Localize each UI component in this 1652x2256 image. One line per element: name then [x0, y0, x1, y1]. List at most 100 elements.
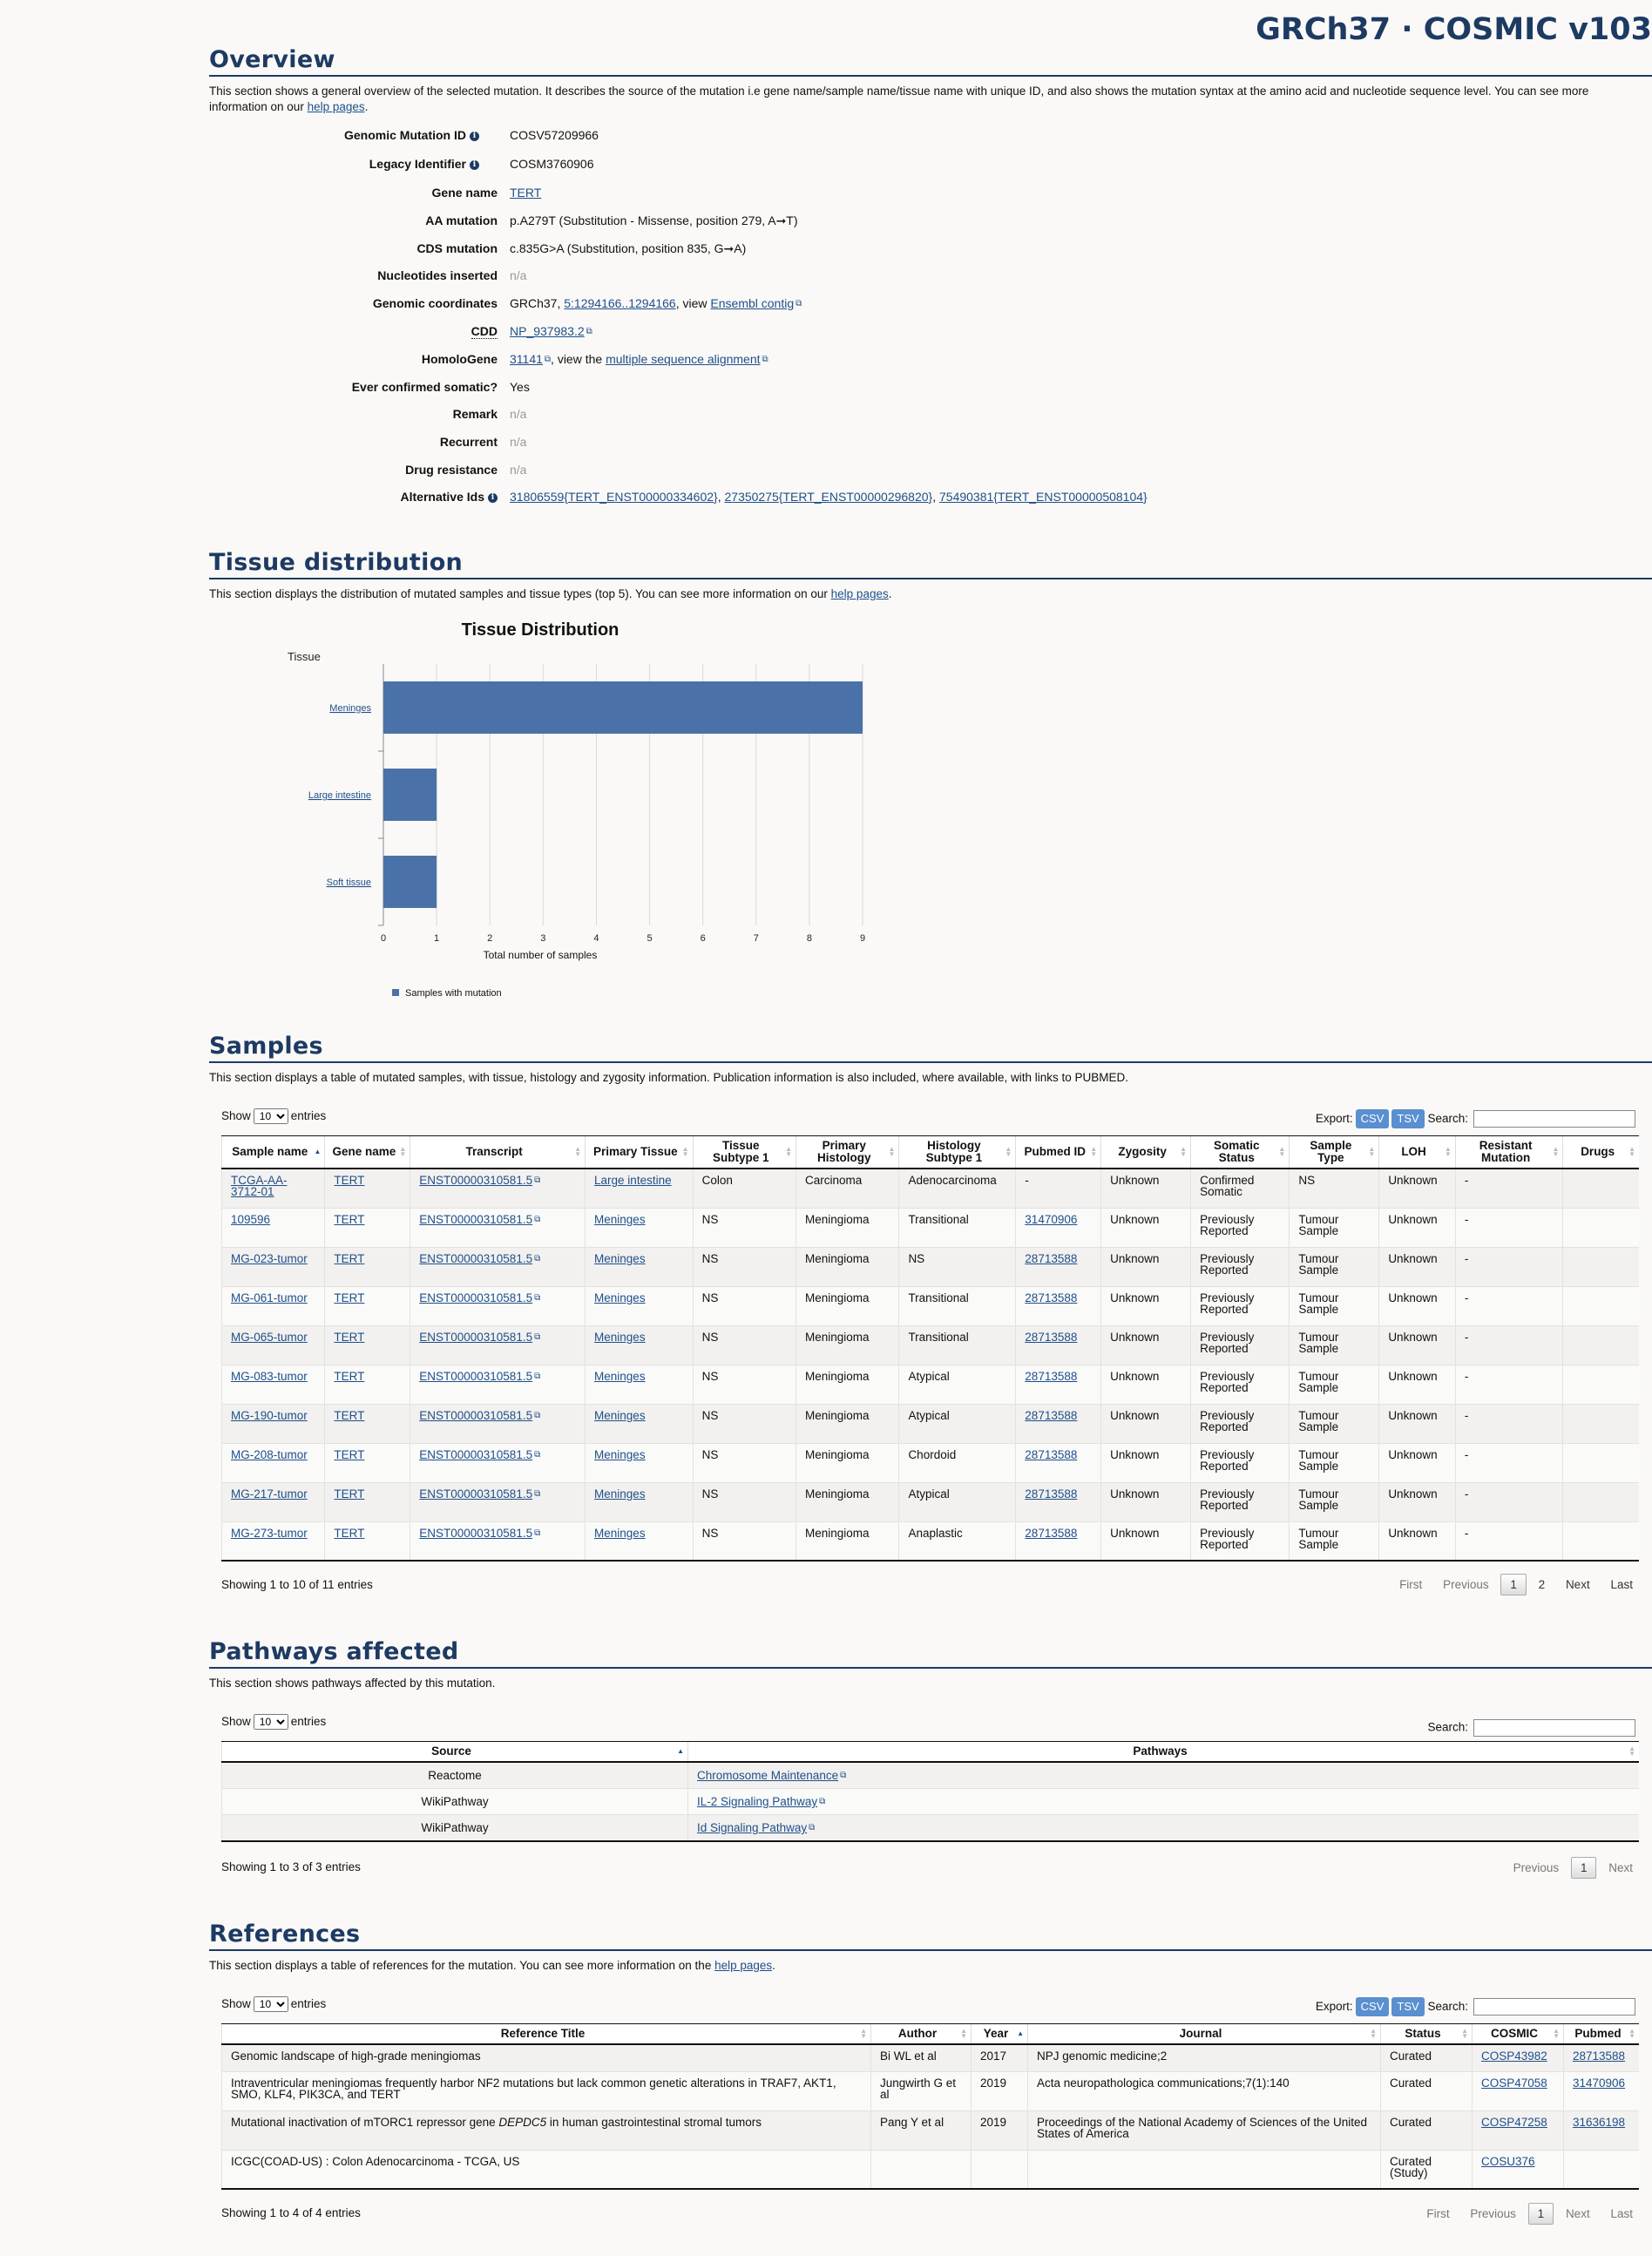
samples-length-select[interactable]: 10: [253, 1108, 288, 1124]
previous-page-button[interactable]: Previous: [1443, 1578, 1489, 1591]
tissue-link[interactable]: Meninges: [594, 1251, 646, 1265]
column-header[interactable]: Primary Tissue ▲ ▼: [585, 1135, 694, 1169]
page-button[interactable]: 1: [1500, 1574, 1527, 1595]
cdd-link[interactable]: NP_937983.2: [510, 324, 585, 338]
ensembl-contig-link[interactable]: Ensembl contig: [710, 296, 795, 310]
csv-export-button[interactable]: CSV: [1355, 1997, 1390, 2016]
bar[interactable]: [383, 769, 437, 821]
pathways-length-select[interactable]: 10: [253, 1714, 288, 1730]
category-link[interactable]: Soft tissue: [327, 877, 371, 888]
references-search-input[interactable]: [1473, 1998, 1635, 2016]
pubmed-link[interactable]: 28713588: [1025, 1291, 1078, 1304]
pathway-link[interactable]: Id Signaling Pathway: [697, 1821, 808, 1834]
column-header[interactable]: Transcript ▲ ▼: [410, 1135, 586, 1169]
transcript-link[interactable]: ENST00000310581.5: [419, 1251, 533, 1265]
info-icon[interactable]: i: [470, 132, 479, 141]
transcript-link[interactable]: ENST00000310581.5: [419, 1174, 533, 1187]
pubmed-link[interactable]: 28713588: [1025, 1447, 1078, 1461]
pubmed-link[interactable]: 31470906: [1025, 1212, 1078, 1226]
sample-link[interactable]: MG-190-tumor: [231, 1408, 308, 1422]
gene-link[interactable]: TERT: [334, 1408, 365, 1422]
cosmic-link[interactable]: COSU376: [1481, 2154, 1535, 2168]
column-header[interactable]: Gene name ▲ ▼: [324, 1135, 410, 1169]
sample-link[interactable]: MG-273-tumor: [231, 1526, 308, 1540]
pathway-link[interactable]: IL-2 Signaling Pathway: [697, 1795, 818, 1808]
column-header[interactable]: Drugs ▲ ▼: [1562, 1135, 1639, 1169]
tissue-link[interactable]: Meninges: [594, 1408, 646, 1422]
previous-page-button[interactable]: Previous: [1470, 2207, 1516, 2220]
transcript-link[interactable]: ENST00000310581.5: [419, 1487, 533, 1501]
column-header-pubmed[interactable]: Pubmed ▲ ▼: [1563, 2023, 1639, 2045]
column-header-year[interactable]: Year ▲: [971, 2023, 1028, 2045]
tissue-link[interactable]: Meninges: [594, 1212, 646, 1226]
last-page-button[interactable]: Last: [1610, 2207, 1633, 2220]
transcript-link[interactable]: ENST00000310581.5: [419, 1369, 533, 1383]
column-header[interactable]: Tissue Subtype 1 ▲ ▼: [692, 1135, 796, 1169]
sample-link[interactable]: 109596: [231, 1212, 271, 1226]
tissue-link[interactable]: Meninges: [594, 1369, 646, 1383]
gene-link[interactable]: TERT: [334, 1369, 365, 1383]
column-header[interactable]: Histology Subtype 1 ▲ ▼: [898, 1135, 1016, 1169]
previous-page-button[interactable]: Previous: [1513, 1861, 1560, 1874]
page-button[interactable]: 1: [1527, 2203, 1554, 2225]
tissue-link[interactable]: Meninges: [594, 1487, 646, 1501]
pathways-search-input[interactable]: [1473, 1719, 1635, 1737]
pubmed-link[interactable]: 28713588: [1025, 1251, 1078, 1265]
sample-link[interactable]: TCGA-AA-3712-01: [231, 1174, 288, 1198]
gene-link[interactable]: TERT: [334, 1174, 365, 1187]
csv-export-button[interactable]: CSV: [1355, 1109, 1390, 1128]
column-header[interactable]: LOH ▲ ▼: [1378, 1135, 1456, 1169]
info-icon[interactable]: i: [470, 160, 479, 170]
sample-link[interactable]: MG-023-tumor: [231, 1251, 308, 1265]
help-pages-link[interactable]: help pages: [307, 100, 365, 113]
gene-link[interactable]: TERT: [334, 1291, 365, 1304]
transcript-link[interactable]: ENST00000310581.5: [419, 1526, 533, 1540]
column-header-cosmic[interactable]: COSMIC ▲ ▼: [1472, 2023, 1564, 2045]
tissue-link[interactable]: Large intestine: [594, 1174, 672, 1187]
transcript-link[interactable]: ENST00000310581.5: [419, 1330, 533, 1344]
homologene-link[interactable]: 31141: [510, 352, 543, 366]
gene-link[interactable]: TERT: [334, 1212, 365, 1226]
pubmed-link[interactable]: 31636198: [1573, 2115, 1626, 2129]
first-page-button[interactable]: First: [1426, 2207, 1450, 2220]
column-header[interactable]: Resistant Mutation ▲ ▼: [1454, 1135, 1563, 1169]
page-button[interactable]: 1: [1570, 1857, 1597, 1879]
first-page-button[interactable]: First: [1399, 1578, 1423, 1591]
column-header[interactable]: Primary Histology ▲ ▼: [796, 1135, 899, 1169]
pathway-link[interactable]: Chromosome Maintenance: [697, 1769, 839, 1782]
pubmed-link[interactable]: 28713588: [1573, 2049, 1626, 2063]
references-length-select[interactable]: 10: [253, 1996, 288, 2012]
column-header-journal[interactable]: Journal ▲ ▼: [1027, 2023, 1381, 2045]
coordinates-link[interactable]: 5:1294166..1294166: [564, 296, 676, 310]
column-header-author[interactable]: Author ▲ ▼: [870, 2023, 972, 2045]
samples-search-input[interactable]: [1473, 1110, 1635, 1128]
pubmed-link[interactable]: 28713588: [1025, 1408, 1078, 1422]
sample-link[interactable]: MG-065-tumor: [231, 1330, 308, 1344]
pubmed-link[interactable]: 28713588: [1025, 1330, 1078, 1344]
transcript-link[interactable]: ENST00000310581.5: [419, 1291, 533, 1304]
column-header-source[interactable]: Source ▲: [221, 1741, 688, 1763]
column-header-pathways[interactable]: Pathways ▲ ▼: [687, 1741, 1639, 1763]
sample-link[interactable]: MG-208-tumor: [231, 1447, 308, 1461]
alt-id-link[interactable]: 27350275{TERT_ENST00000296820}: [724, 490, 933, 504]
category-link[interactable]: Meninges: [329, 703, 371, 714]
transcript-link[interactable]: ENST00000310581.5: [419, 1212, 533, 1226]
column-header[interactable]: Zygosity ▲ ▼: [1100, 1135, 1191, 1169]
sample-link[interactable]: MG-061-tumor: [231, 1291, 308, 1304]
next-page-button[interactable]: Next: [1608, 1861, 1633, 1874]
tissue-link[interactable]: Meninges: [594, 1291, 646, 1304]
help-pages-link[interactable]: help pages: [830, 587, 889, 600]
cosmic-link[interactable]: COSP47258: [1481, 2115, 1547, 2129]
transcript-link[interactable]: ENST00000310581.5: [419, 1447, 533, 1461]
bar[interactable]: [383, 856, 437, 908]
pubmed-link[interactable]: 31470906: [1573, 2076, 1626, 2090]
gene-link[interactable]: TERT: [334, 1487, 365, 1501]
help-pages-link[interactable]: help pages: [714, 1959, 773, 1972]
gene-link[interactable]: TERT: [334, 1251, 365, 1265]
tsv-export-button[interactable]: TSV: [1391, 1109, 1425, 1128]
pubmed-link[interactable]: 28713588: [1025, 1487, 1078, 1501]
cosmic-link[interactable]: COSP47058: [1481, 2076, 1547, 2090]
next-page-button[interactable]: Next: [1565, 1578, 1590, 1591]
alt-id-link[interactable]: 75490381{TERT_ENST00000508104}: [939, 490, 1148, 504]
sample-link[interactable]: MG-217-tumor: [231, 1487, 308, 1501]
